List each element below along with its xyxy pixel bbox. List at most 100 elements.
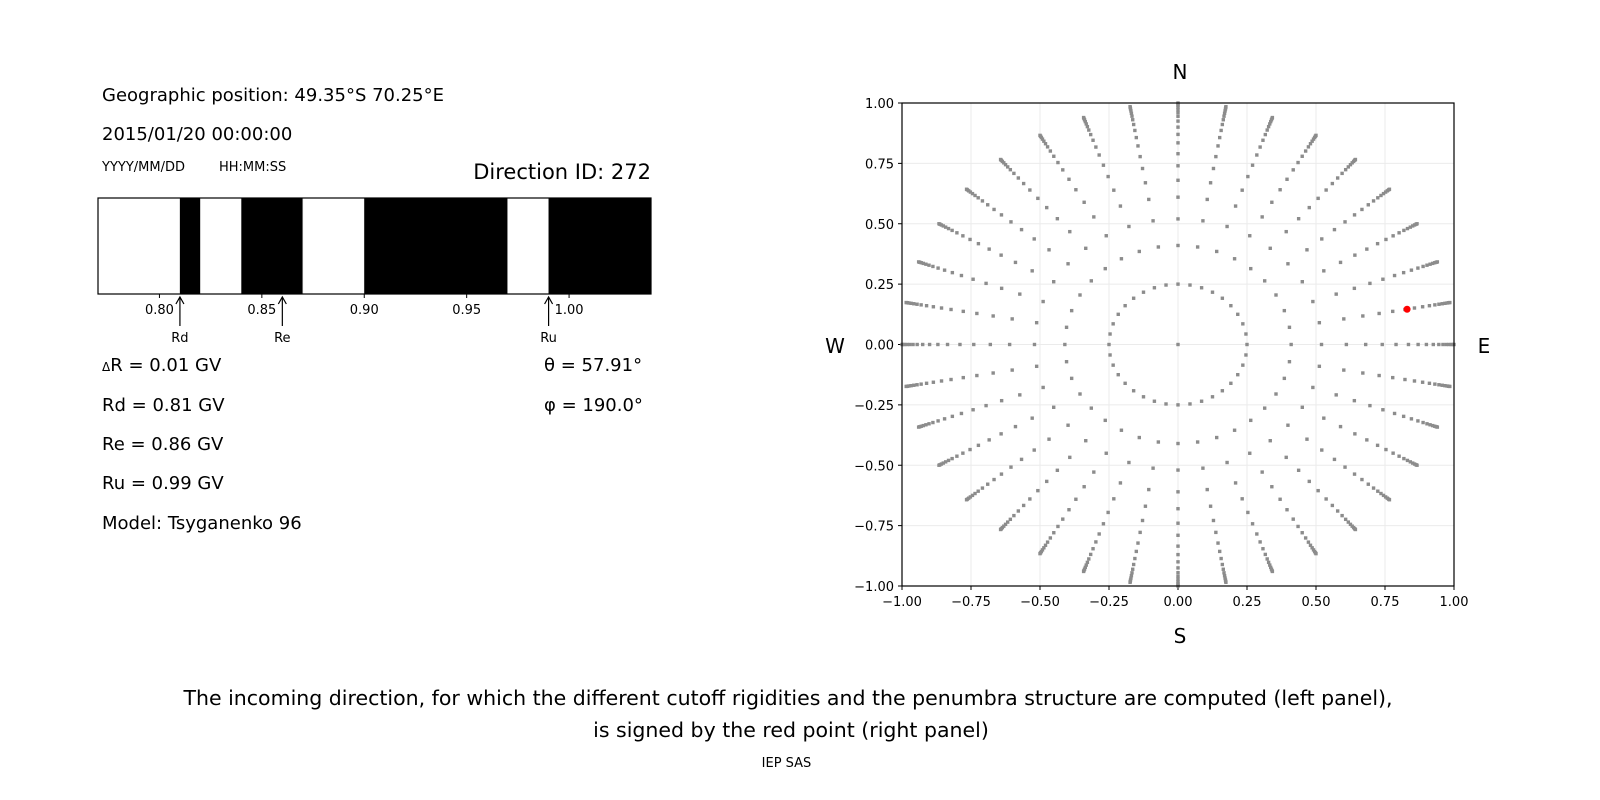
direction-point [1223, 109, 1227, 113]
direction-point [1130, 571, 1134, 575]
direction-point [1222, 571, 1226, 575]
direction-point [1332, 457, 1337, 462]
direction-point [1270, 485, 1274, 489]
direction-point [1353, 253, 1357, 257]
direction-point [1106, 510, 1110, 515]
direction-point [1324, 497, 1328, 501]
direction-point [936, 266, 940, 270]
direction-point [964, 498, 969, 502]
direction-point [961, 234, 965, 238]
direction-point [958, 342, 962, 347]
direction-point [1143, 504, 1148, 508]
penumbra-segment [364, 198, 508, 294]
direction-point [1433, 382, 1437, 386]
x-tick-label: −0.75 [951, 595, 991, 610]
direction-point [1045, 145, 1050, 149]
time-format: HH:MM:SS [219, 160, 287, 175]
direction-point [916, 425, 921, 429]
direction-point [1384, 447, 1388, 452]
direction-point [1131, 567, 1135, 571]
direction-point [1296, 160, 1300, 165]
direction-point [1087, 128, 1091, 132]
direction-point [1042, 546, 1046, 550]
direction-point [1116, 312, 1120, 317]
direction-point [1176, 507, 1180, 511]
direction-point [1397, 454, 1401, 458]
direction-point [943, 460, 948, 464]
direction-point [945, 342, 950, 347]
direction-point [1346, 520, 1351, 524]
credit: IEP SAS [761, 756, 812, 771]
direction-point [1176, 544, 1180, 548]
direction-point [1103, 418, 1107, 423]
direction-point [1330, 181, 1335, 186]
datetime: 2015/01/20 00:00:00 [102, 124, 293, 145]
direction-point [999, 432, 1003, 436]
direction-point [1244, 332, 1248, 336]
direction-point [1129, 109, 1133, 113]
direction-point [1268, 565, 1273, 570]
direction-point [1391, 309, 1395, 314]
direction-point [1384, 237, 1388, 242]
direction-point [1236, 312, 1240, 317]
direction-point [1274, 293, 1278, 297]
direction-point [1052, 154, 1056, 158]
direction-point [1425, 263, 1429, 267]
direction-point [1130, 114, 1134, 118]
direction-point [980, 486, 985, 490]
direction-point [1265, 557, 1269, 561]
direction-point [950, 414, 955, 419]
direction-point [1042, 139, 1046, 143]
direction-point [1241, 322, 1245, 326]
y-tick-label: −1.00 [854, 580, 894, 595]
direction-point [1199, 286, 1204, 290]
marker-label: Re [274, 331, 290, 346]
direction-point [908, 342, 912, 347]
direction-point [1284, 229, 1288, 234]
direction-point [1176, 577, 1180, 581]
direction-point [1138, 530, 1142, 535]
direction-point [1036, 488, 1040, 493]
direction-point [912, 383, 916, 387]
penumbra-segment [241, 198, 303, 294]
direction-point [1268, 122, 1272, 126]
direction-point [1402, 456, 1406, 461]
arrow-head-icon [544, 295, 554, 305]
direction-point [1220, 296, 1225, 300]
direction-point [1036, 196, 1040, 201]
direction-point [1268, 246, 1272, 251]
direction-point [1394, 342, 1398, 347]
direction-point [1089, 279, 1094, 283]
direction-point [1334, 393, 1338, 397]
direction-point [1305, 437, 1309, 441]
direction-point [1406, 342, 1411, 347]
direction-point [1081, 115, 1086, 120]
direction-point [970, 191, 975, 196]
direction-point [1101, 522, 1106, 526]
direction-point [1317, 320, 1322, 325]
direction-point [1091, 138, 1095, 142]
direction-point [1307, 205, 1311, 210]
direction-point [1250, 163, 1255, 167]
direction-point [921, 342, 925, 347]
x-tick-label: 0.75 [1371, 595, 1400, 610]
direction-point [1444, 342, 1448, 347]
direction-point [1322, 416, 1326, 420]
direction-point [970, 493, 975, 498]
y-tick-label: 0.50 [865, 218, 894, 233]
direction-point [1421, 420, 1425, 425]
direction-point [1220, 122, 1225, 127]
direction-point [1250, 522, 1255, 526]
direction-point [1278, 188, 1282, 192]
direction-point [1338, 260, 1343, 265]
direction-point [1265, 128, 1269, 132]
direction-point [1405, 458, 1410, 463]
direction-point [1108, 332, 1112, 336]
marker-label: Ru [540, 331, 557, 346]
direction-point [1322, 269, 1326, 273]
direction-point [1244, 353, 1248, 357]
x-tick-label: −0.25 [1089, 595, 1129, 610]
delta-symbol: Δ [102, 360, 111, 374]
direction-point [973, 193, 977, 198]
direction-point [1176, 125, 1180, 129]
